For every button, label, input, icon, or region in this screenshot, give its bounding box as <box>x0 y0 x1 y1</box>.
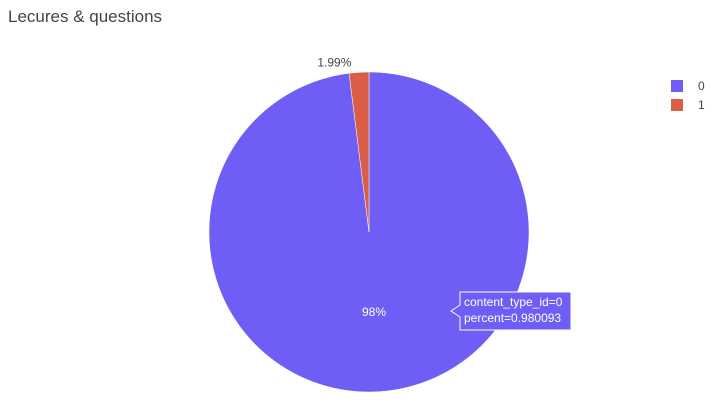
hover-tooltip-box <box>450 291 572 331</box>
legend-swatch-0 <box>671 80 683 92</box>
legend-label-1: 1 <box>698 98 705 112</box>
hover-tooltip-line: percent=0.980093 <box>464 311 561 325</box>
slice-label-0: 98% <box>362 305 386 319</box>
legend-item-1[interactable]: 1 <box>671 98 705 112</box>
pie-slice-1[interactable] <box>348 71 370 233</box>
legend-label-0: 0 <box>698 79 705 93</box>
pie-slice-labels: 98% 1.99% <box>317 55 386 319</box>
pie-slices <box>208 71 530 393</box>
legend-swatch-1 <box>671 99 683 111</box>
chart-title: Lecures & questions <box>8 7 162 26</box>
hover-tooltip: content_type_id=0 percent=0.980093 <box>450 291 572 331</box>
slice-label-1: 1.99% <box>317 55 351 69</box>
legend: 01 <box>671 79 705 112</box>
hover-tooltip-line: content_type_id=0 <box>464 295 563 309</box>
legend-item-0[interactable]: 0 <box>671 79 705 93</box>
